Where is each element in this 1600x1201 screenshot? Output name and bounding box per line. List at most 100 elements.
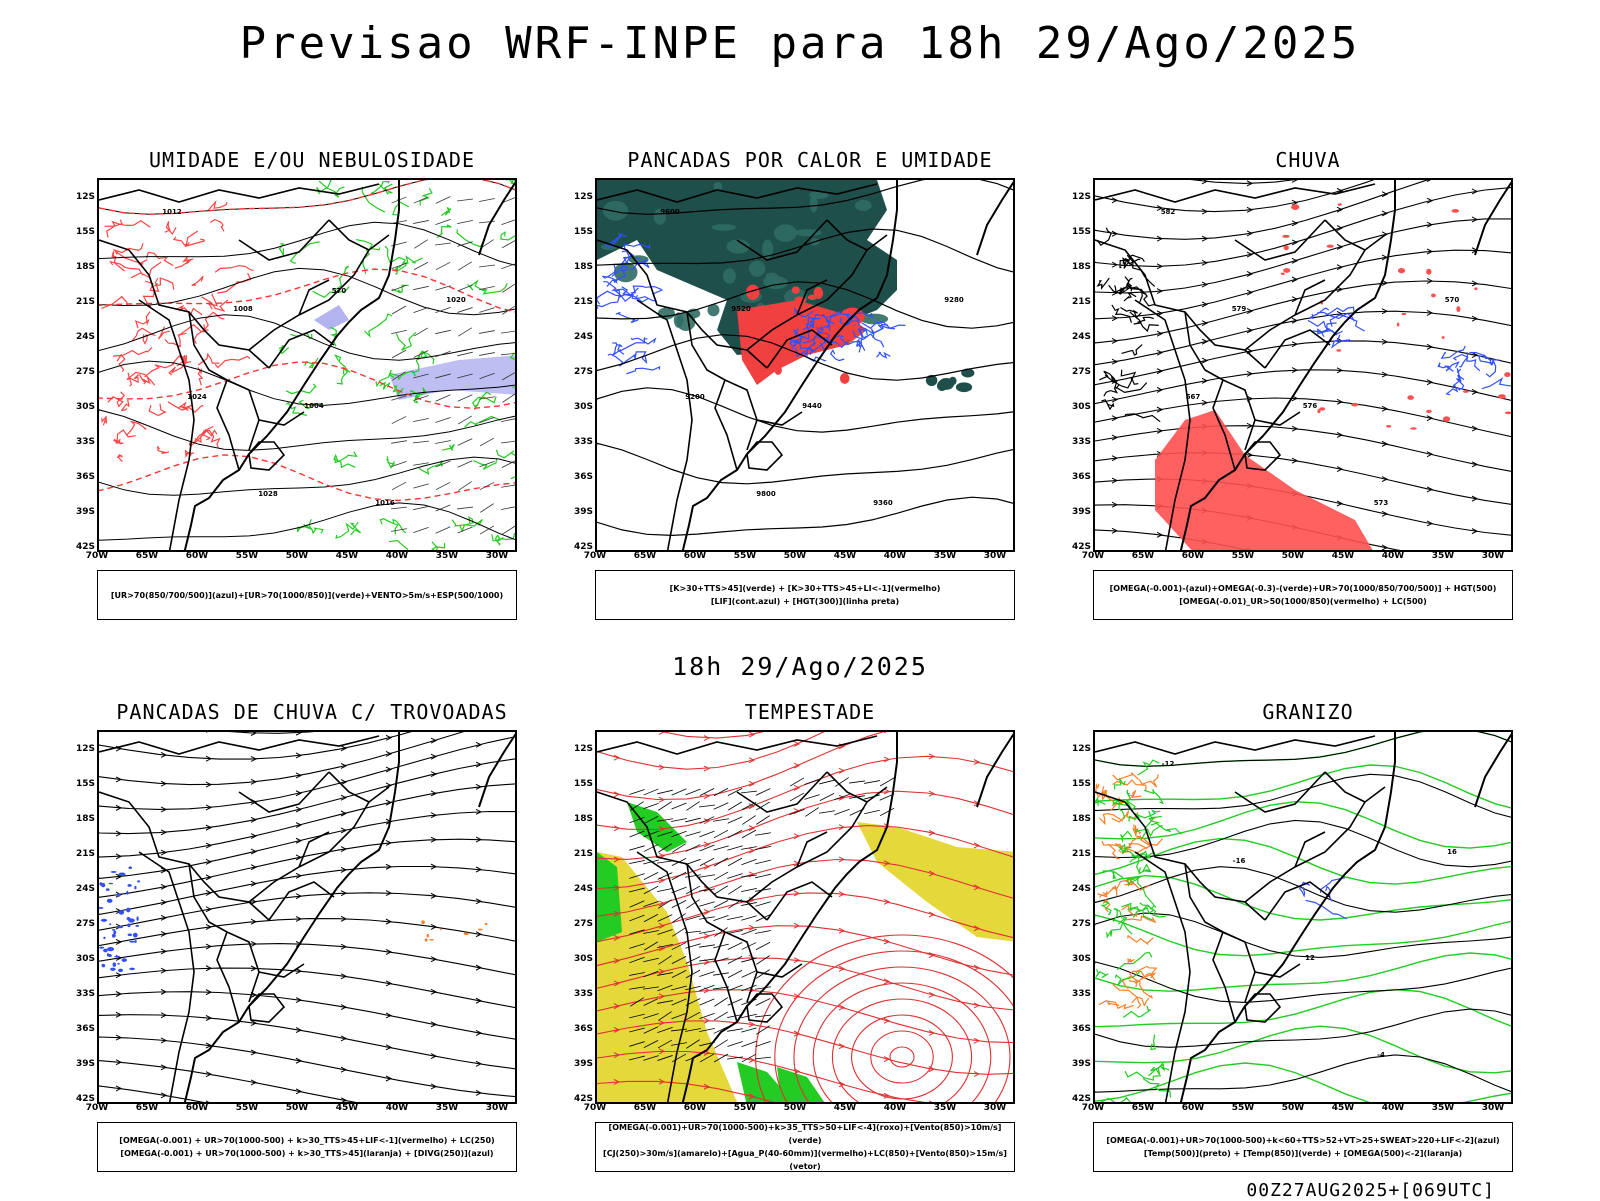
lat-tick-label: 30S [1071,402,1091,412]
lat-tick-label: 33S [75,437,95,447]
contour-label: 1016 [375,499,395,507]
lon-tick-label: 70W [85,1103,109,1113]
lon-tick-label: 55W [733,551,757,561]
legend-line: [OMEGA(-0.001)+UR>70(1000-500)+k>35_TTS>… [608,1123,1002,1145]
lat-tick-label: 27S [573,919,593,929]
lon-tick-label: 55W [733,1103,757,1113]
lat-tick-label: 18S [75,814,95,824]
lon-tick-label: 65W [633,551,657,561]
lat-tick-label: 21S [573,849,593,859]
panel-legend: [OMEGA(-0.001) + UR>70(1000-500) + k>30_… [97,1122,517,1172]
lon-tick-label: 35W [435,1103,459,1113]
contour-label: 9440 [802,402,822,410]
lat-tick-label: 42S [573,542,593,552]
lat-tick-label: 30S [573,954,593,964]
panel-title: TEMPESTADE [744,700,876,724]
lat-tick-label: 27S [75,367,95,377]
lon-tick-label: 45W [833,1103,857,1113]
lat-tick-label: 18S [75,262,95,272]
lat-tick-label: 36S [1071,1024,1091,1034]
lon-tick-label: 55W [235,1103,259,1113]
lon-tick-label: 40W [1381,1103,1405,1113]
legend-line: [K>30+TTS>45](verde) + [K>30+TTS>45+LI<-… [669,584,941,593]
lat-tick-label: 15S [75,779,95,789]
run-timestamp: 00Z27AUG2025+[069UTC] [1246,1180,1495,1201]
lat-tick-label: 24S [573,884,593,894]
lat-tick-label: 12S [1071,192,1091,202]
lon-tick-label: 30W [983,551,1007,561]
contour-label: 9600 [660,208,680,216]
panel-legend: [K>30+TTS>45](verde) + [K>30+TTS>45+LI<-… [595,570,1015,620]
lat-tick-label: 39S [1071,507,1091,517]
lon-tick-label: 30W [485,551,509,561]
lat-tick-label: 27S [75,919,95,929]
lat-tick-label: 42S [573,1094,593,1104]
lon-tick-label: 65W [135,551,159,561]
contour-label: 9280 [944,296,964,304]
lon-tick-label: 65W [1131,1103,1155,1113]
panel-title: PANCADAS DE CHUVA C/ TROVOADAS [116,700,508,724]
lat-tick-label: 24S [573,332,593,342]
lat-tick-label: 18S [573,262,593,272]
contour-label: 570 [1444,296,1460,304]
lat-tick-label: 12S [573,192,593,202]
lat-tick-label: 30S [75,954,95,964]
contour-label: 1028 [258,490,278,498]
lat-tick-label: 39S [573,1059,593,1069]
lon-tick-label: 60W [185,551,209,561]
lon-tick-label: 55W [1231,1103,1255,1113]
lon-tick-label: 30W [1481,551,1505,561]
contour-label: 9360 [873,499,893,507]
lon-tick-label: 35W [933,551,957,561]
contour-label: 573 [1373,499,1389,507]
lat-tick-label: 15S [573,779,593,789]
forecast-map [97,730,517,1104]
forecast-map [1093,730,1513,1104]
lat-tick-label: 24S [75,332,95,342]
lon-tick-label: 50W [1281,551,1305,561]
panel-title: PANCADAS POR CALOR E UMIDADE [627,148,993,172]
contour-label: 1020 [446,296,466,304]
lon-tick-label: 40W [1381,551,1405,561]
contour-label: -4 [1377,1051,1385,1059]
lat-tick-label: 39S [573,507,593,517]
lat-tick-label: 33S [573,437,593,447]
lon-tick-label: 45W [1331,1103,1355,1113]
legend-line: [OMEGA(-0.001) + UR>70(1000-500) + k>30_… [119,1136,495,1145]
lat-tick-label: 18S [1071,262,1091,272]
lon-tick-label: 65W [135,1103,159,1113]
lat-tick-label: 42S [1071,1094,1091,1104]
legend-line: [UR>70(850/700/500)](azul)+[UR>70(1000/8… [110,590,504,600]
lat-tick-label: 30S [573,402,593,412]
lat-tick-label: 21S [75,849,95,859]
forecast-map [595,730,1015,1104]
lat-tick-label: 24S [1071,884,1091,894]
lat-tick-label: 42S [75,1094,95,1104]
lat-tick-label: 33S [573,989,593,999]
lon-tick-label: 55W [235,551,259,561]
lon-tick-label: 40W [883,1103,907,1113]
legend-line: [CJ(250)>30m/s](amarelo)+[Agua_P(40-60mm… [603,1149,1007,1171]
lon-tick-label: 50W [783,1103,807,1113]
lat-tick-label: 21S [75,297,95,307]
lat-tick-label: 36S [1071,472,1091,482]
lon-tick-label: 30W [1481,1103,1505,1113]
contour-label: 579 [1231,305,1247,313]
lat-tick-label: 12S [573,744,593,754]
panel-legend: [UR>70(850/700/500)](azul)+[UR>70(1000/8… [97,570,517,620]
contour-label: 582 [1160,208,1176,216]
map-graphic [1095,732,1511,1102]
panel-legend: [OMEGA(-0.001)+UR>70(1000-500)+k<60+TTS>… [1093,1122,1513,1172]
lon-tick-label: 30W [485,1103,509,1113]
legend-line: [LIF](cont.azul) + [HGT(300)](linha pret… [710,597,900,606]
lat-tick-label: 27S [1071,367,1091,377]
lat-tick-label: 12S [1071,744,1091,754]
lon-tick-label: 70W [583,1103,607,1113]
lon-tick-label: 45W [335,1103,359,1113]
lat-tick-label: 30S [1071,954,1091,964]
map-graphic [597,732,1013,1102]
lon-tick-label: 40W [385,551,409,561]
lat-tick-label: 12S [75,744,95,754]
lat-tick-label: 33S [1071,437,1091,447]
contour-label: 12 [1305,954,1315,962]
